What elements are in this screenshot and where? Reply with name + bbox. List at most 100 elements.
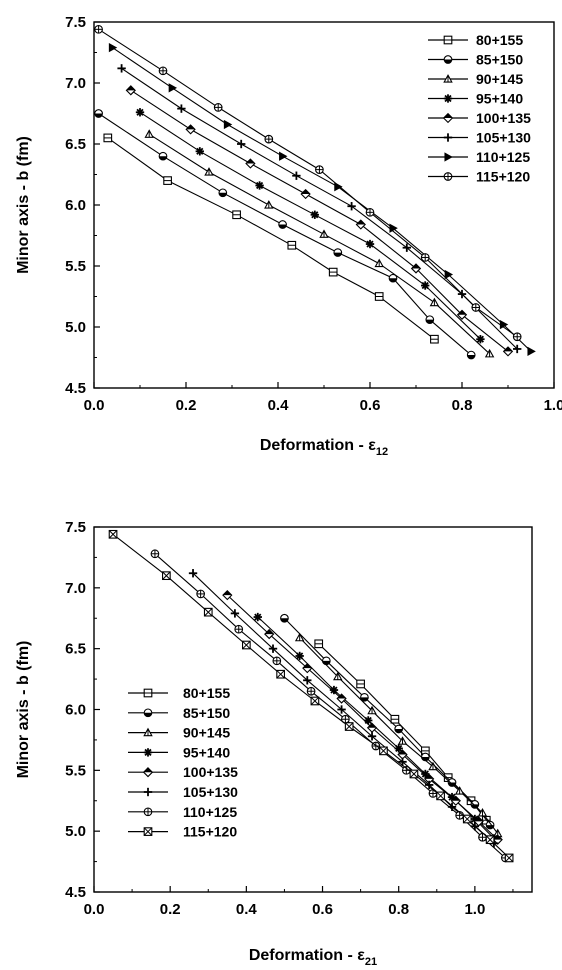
x-tick-label: 0.8: [452, 397, 473, 414]
data-point: [513, 344, 522, 354]
data-point: [319, 229, 329, 238]
series-line: [284, 617, 491, 826]
x-tick-label: 0.6: [312, 901, 333, 918]
data-point: [103, 133, 113, 143]
series-95+140: [135, 108, 485, 344]
legend-marker: [443, 35, 453, 45]
legend-entry: 105+130: [428, 130, 531, 146]
data-point: [255, 181, 264, 190]
y-tick-label: 7.0: [65, 580, 86, 597]
legend-label: 95+140: [183, 744, 230, 760]
chart-bottom: 0.0 0.2 0.4 0.6 0.8 1.0 4.5 5.0 5.5 6.0 6.5 7.0 7.5 D…: [15, 519, 533, 968]
data-point: [447, 778, 457, 787]
legend-label: 105+130: [476, 130, 531, 146]
legend-label: 100+135: [183, 764, 238, 780]
data-point: [347, 202, 356, 211]
y-tick-label: 5.5: [65, 258, 86, 275]
data-point: [420, 253, 430, 262]
data-point: [230, 609, 240, 618]
data-point: [241, 640, 251, 650]
data-point: [315, 165, 324, 174]
y-tick-label: 4.5: [65, 884, 86, 901]
data-point: [360, 692, 369, 702]
legend-entry: 115+120: [428, 169, 530, 185]
data-point: [237, 139, 246, 149]
data-point: [364, 716, 373, 725]
data-point: [108, 529, 118, 539]
data-point: [450, 795, 461, 806]
legend-entry: 95+140: [128, 744, 230, 760]
data-point: [462, 814, 472, 824]
data-point: [222, 589, 233, 601]
data-point: [388, 273, 398, 283]
data-point: [177, 104, 186, 113]
legend-entry: 105+130: [128, 784, 238, 800]
x-tick-label: 1.0: [544, 397, 562, 414]
data-point: [484, 348, 495, 358]
data-point: [512, 332, 522, 342]
data-point: [527, 346, 536, 357]
data-point: [108, 42, 118, 53]
data-point: [253, 612, 262, 622]
series-90+145: [144, 129, 495, 358]
series-100+135: [222, 589, 503, 845]
data-point: [502, 346, 514, 357]
data-point: [410, 263, 422, 274]
legend-marker: [143, 688, 153, 698]
y-tick-label: 6.0: [65, 197, 86, 214]
legend-entry: 80+155: [128, 685, 230, 701]
data-point: [504, 853, 514, 863]
data-point: [355, 219, 366, 230]
data-point: [477, 807, 488, 817]
data-point: [94, 109, 103, 118]
data-point: [162, 571, 171, 581]
data-point: [454, 786, 465, 795]
plot-frame: [93, 526, 533, 893]
series-line: [112, 47, 532, 352]
data-point: [185, 124, 196, 135]
data-point: [276, 669, 285, 679]
data-point: [163, 176, 172, 185]
series-line: [98, 28, 518, 338]
x-tick-label: 0.2: [160, 901, 181, 918]
legend-marker: [443, 133, 453, 142]
series-line: [121, 67, 518, 350]
legend-entry: 110+125: [128, 804, 237, 820]
data-point: [223, 119, 233, 130]
legend-label: 110+125: [476, 149, 530, 165]
data-point: [456, 309, 468, 320]
data-point: [409, 769, 419, 779]
y-tick-label: 7.0: [65, 75, 86, 92]
data-point: [94, 24, 103, 34]
series-115+120: [108, 529, 514, 863]
data-point: [300, 188, 311, 200]
y-tick-label: 7.5: [65, 519, 86, 536]
legend-entry: 95+140: [428, 91, 523, 107]
series-115+120: [94, 24, 522, 342]
chart-top: 0.0 0.2 0.4 0.6 0.8 1.0 4.5 5.0 5.5 6.0 6.5 7.0 7.5 D…: [15, 14, 562, 458]
data-point: [424, 773, 435, 784]
data-point: [150, 549, 160, 559]
data-point: [232, 210, 241, 220]
data-point: [303, 676, 312, 685]
data-point: [195, 147, 204, 156]
y-tick-label: 4.5: [65, 380, 86, 397]
series-80+155: [103, 133, 439, 344]
data-point: [394, 724, 404, 734]
series-line: [299, 637, 499, 834]
series-line: [112, 533, 510, 859]
legend: 80+155 85+150 90+145 95+140 100+135 105+130 11…: [428, 32, 531, 185]
data-point: [374, 258, 384, 268]
legend-label: 80+155: [476, 32, 523, 48]
y-axis-title: Minor axis - b (fm): [15, 641, 32, 779]
y-tick-label: 6.0: [65, 702, 86, 719]
legend-label: 80+155: [183, 685, 230, 701]
legend: 80+155 85+150 90+145 95+140 100+135 105+130 11…: [128, 685, 238, 840]
data-point: [356, 679, 365, 689]
data-point: [367, 732, 377, 741]
y-tick-label: 5.0: [65, 823, 86, 840]
data-point: [310, 696, 320, 706]
y-tick-label: 7.5: [65, 14, 86, 31]
series-110+125: [108, 42, 536, 357]
data-point: [158, 66, 168, 76]
